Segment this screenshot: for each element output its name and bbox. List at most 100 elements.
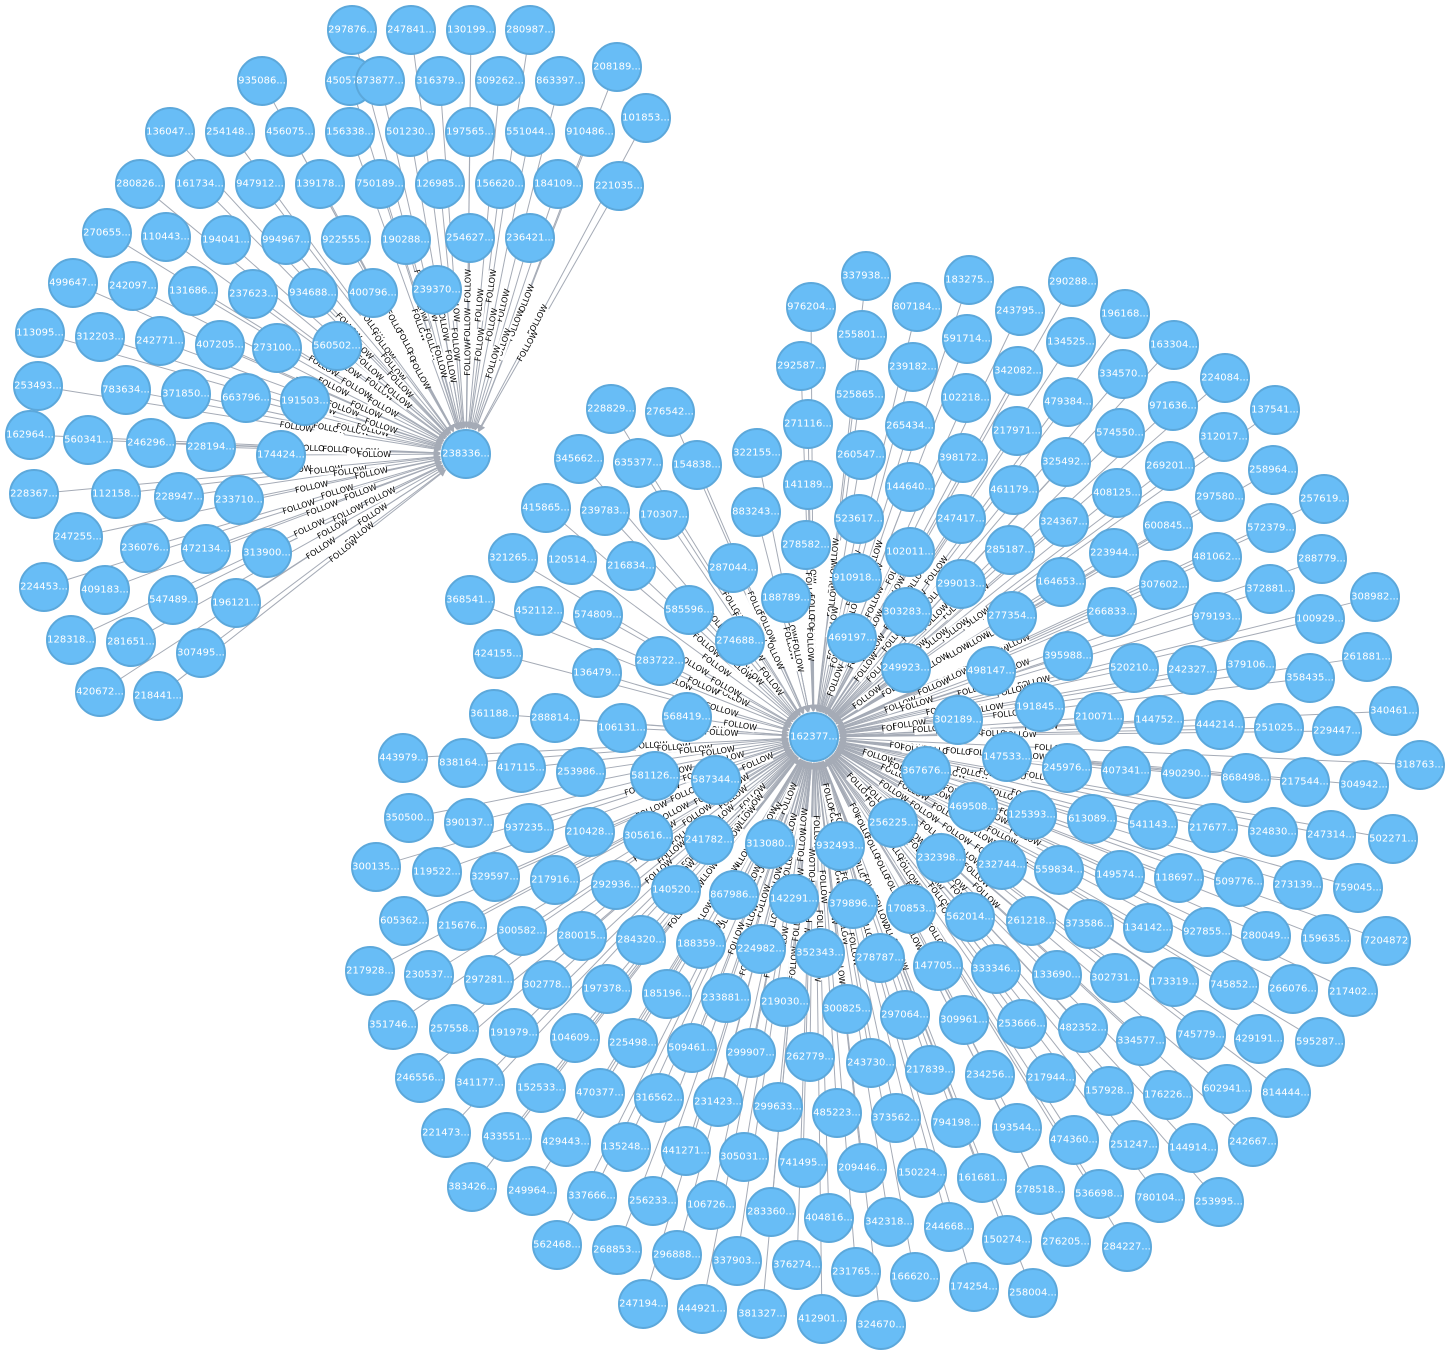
user-node[interactable]: 407341...	[1101, 746, 1151, 796]
node-circle[interactable]	[939, 995, 989, 1045]
user-node[interactable]: 379106...	[1226, 640, 1276, 690]
user-node[interactable]: 246296...	[126, 418, 176, 468]
node-circle[interactable]	[221, 373, 271, 423]
user-node[interactable]: 581126...	[630, 751, 680, 801]
user-node[interactable]: 209446...	[837, 1143, 887, 1193]
user-node[interactable]: 947912...	[235, 159, 285, 209]
user-node[interactable]: 110443...	[141, 212, 191, 262]
user-node[interactable]: 166620...	[890, 1252, 940, 1302]
user-node[interactable]: 188359...	[676, 919, 726, 969]
node-circle[interactable]	[181, 524, 231, 574]
node-circle[interactable]	[1048, 257, 1098, 307]
node-circle[interactable]	[783, 460, 833, 510]
node-circle[interactable]	[288, 268, 338, 318]
user-node[interactable]: 162964...	[5, 410, 55, 460]
node-circle[interactable]	[1254, 703, 1304, 753]
user-node[interactable]: 600845...	[1143, 501, 1193, 551]
user-node[interactable]: 498147...	[966, 646, 1016, 696]
user-node[interactable]: 745852...	[1209, 960, 1259, 1010]
node-circle[interactable]	[827, 613, 877, 663]
user-node[interactable]: 150224...	[897, 1148, 947, 1198]
node-circle[interactable]	[971, 944, 1021, 994]
node-circle[interactable]	[505, 213, 555, 263]
user-node[interactable]: 395988...	[1043, 631, 1093, 681]
node-circle[interactable]	[1102, 1222, 1152, 1272]
node-circle[interactable]	[846, 1038, 896, 1088]
user-node[interactable]: 838164...	[438, 738, 488, 788]
user-node[interactable]: 420672...	[75, 667, 125, 717]
node-circle[interactable]	[992, 1103, 1042, 1153]
user-node[interactable]: 273139...	[1273, 860, 1323, 910]
node-circle[interactable]	[652, 1230, 702, 1280]
user-node[interactable]: 197565...	[445, 107, 495, 157]
user-node[interactable]: 219030...	[760, 977, 810, 1027]
node-circle[interactable]	[785, 1032, 835, 1082]
user-node[interactable]: 424155...	[473, 629, 523, 679]
node-circle[interactable]	[547, 535, 597, 585]
node-circle[interactable]	[987, 591, 1037, 641]
node-circle[interactable]	[1268, 964, 1318, 1014]
node-circle[interactable]	[1369, 686, 1419, 736]
node-circle[interactable]	[186, 422, 236, 472]
user-node[interactable]: 184109...	[533, 159, 583, 209]
user-node[interactable]: 602941...	[1202, 1064, 1252, 1114]
user-node[interactable]: 258004...	[1008, 1268, 1058, 1318]
node-circle[interactable]	[75, 667, 125, 717]
user-node[interactable]: 490290...	[1161, 749, 1211, 799]
node-circle[interactable]	[1161, 749, 1211, 799]
user-node[interactable]: 242327...	[1167, 645, 1217, 695]
user-node[interactable]: 190288...	[381, 215, 431, 265]
user-node[interactable]: 217928...	[345, 946, 395, 996]
node-circle[interactable]	[522, 960, 572, 1010]
user-node[interactable]: 253493...	[13, 361, 63, 411]
user-node[interactable]: 208189...	[592, 42, 642, 92]
node-circle[interactable]	[521, 483, 571, 533]
user-node[interactable]: 134142...	[1123, 903, 1173, 953]
node-circle[interactable]	[586, 384, 636, 434]
node-circle[interactable]	[252, 323, 302, 373]
user-node[interactable]: 663796...	[221, 373, 271, 423]
node-circle[interactable]	[1199, 412, 1249, 462]
node-circle[interactable]	[1092, 468, 1142, 518]
node-circle[interactable]	[1299, 474, 1349, 524]
node-circle[interactable]	[691, 755, 741, 805]
node-circle[interactable]	[211, 578, 261, 628]
user-node[interactable]: 304942...	[1339, 760, 1389, 810]
node-circle[interactable]	[871, 1093, 921, 1143]
user-node[interactable]: 560341...	[63, 415, 113, 465]
user-node[interactable]: 873877...	[355, 56, 405, 106]
node-circle[interactable]	[46, 615, 96, 665]
node-circle[interactable]	[1128, 800, 1178, 850]
node-circle[interactable]	[677, 1284, 727, 1334]
user-node[interactable]: 156338...	[325, 107, 375, 157]
node-circle[interactable]	[1046, 317, 1096, 367]
node-circle[interactable]	[731, 487, 781, 537]
node-circle[interactable]	[1015, 682, 1065, 732]
node-circle[interactable]	[1295, 1017, 1345, 1067]
user-node[interactable]: 266833...	[1087, 587, 1137, 637]
node-circle[interactable]	[835, 370, 885, 420]
follow-relationship[interactable]	[838, 623, 1195, 732]
node-circle[interactable]	[672, 440, 722, 490]
user-node[interactable]: 191979...	[489, 1008, 539, 1058]
node-circle[interactable]	[942, 314, 992, 364]
node-circle[interactable]	[1395, 740, 1445, 790]
node-circle[interactable]	[708, 543, 758, 593]
node-circle[interactable]	[48, 258, 98, 308]
node-circle[interactable]	[1039, 497, 1089, 547]
user-node[interactable]: 249964...	[507, 1166, 557, 1216]
node-circle[interactable]	[982, 1215, 1032, 1265]
user-node[interactable]: 350500...	[384, 793, 434, 843]
node-circle[interactable]	[995, 286, 1045, 336]
node-circle[interactable]	[597, 703, 647, 753]
node-circle[interactable]	[161, 369, 211, 419]
user-node[interactable]: 299013...	[936, 559, 986, 609]
user-node[interactable]: 300582...	[497, 906, 547, 956]
node-circle[interactable]	[828, 879, 878, 929]
hub-node[interactable]: 162377...	[789, 712, 839, 762]
user-node[interactable]: 329597...	[470, 852, 520, 902]
node-circle[interactable]	[556, 747, 606, 797]
node-circle[interactable]	[732, 428, 782, 478]
user-node[interactable]: 7204872	[1361, 916, 1411, 966]
user-node[interactable]: 221473...	[421, 1108, 471, 1158]
